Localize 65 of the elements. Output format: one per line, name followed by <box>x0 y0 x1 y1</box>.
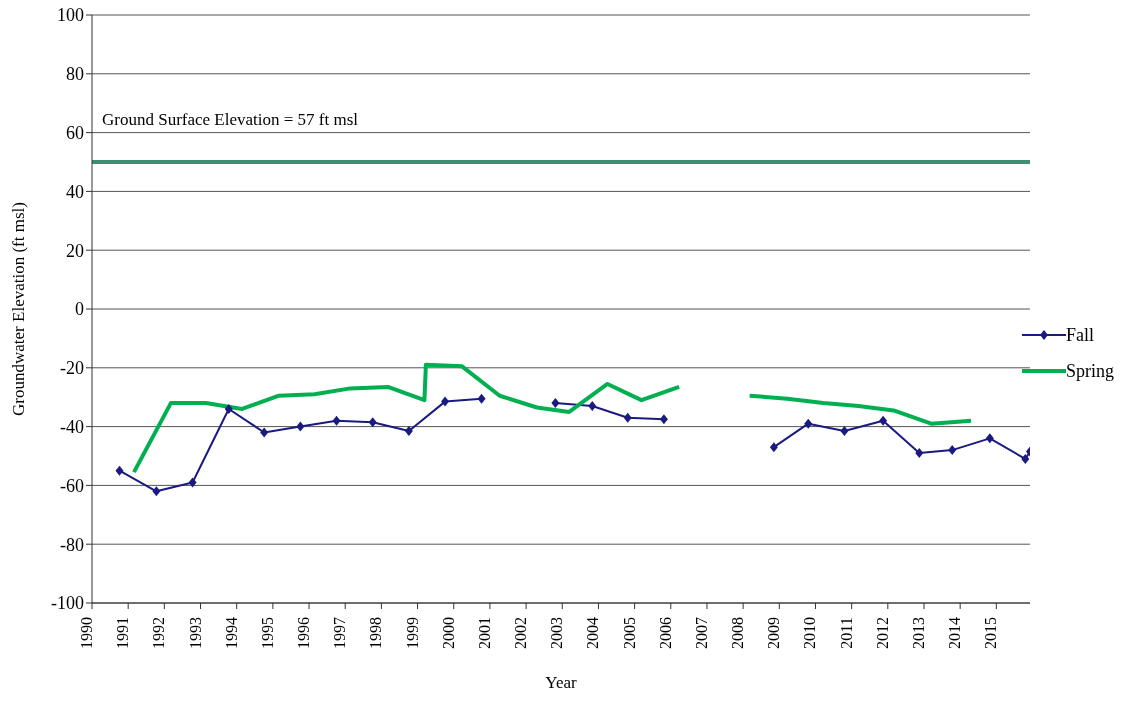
point <box>551 398 560 409</box>
point <box>623 412 632 423</box>
legend-label: Fall <box>1065 324 1094 347</box>
y-tick-label: 40 <box>66 181 84 202</box>
y-tick-label: -60 <box>60 475 84 496</box>
x-tick-label: 1990 <box>78 617 95 649</box>
y-tick-label: -20 <box>60 358 84 379</box>
x-tick-label: 1992 <box>150 617 168 649</box>
point <box>152 486 161 497</box>
point <box>1021 453 1030 464</box>
point <box>368 417 377 428</box>
point <box>260 427 269 438</box>
y-tick-label: -80 <box>60 534 84 555</box>
x-tick-label: 2015 <box>982 617 1000 649</box>
point <box>332 415 341 426</box>
x-tick-label: 2001 <box>475 617 493 649</box>
y-tick-label: -40 <box>60 416 84 437</box>
point <box>948 445 957 456</box>
x-tick-label: 2014 <box>946 617 964 649</box>
x-tick-label: 2007 <box>692 617 710 649</box>
x-tick-label: 2009 <box>765 617 783 649</box>
x-tick-label: 2011 <box>837 617 855 649</box>
y-tick-label: 100 <box>57 5 84 26</box>
point <box>985 433 994 444</box>
point <box>188 477 197 488</box>
x-tick-label: 2003 <box>548 617 566 649</box>
point <box>441 396 450 407</box>
x-tick-label: 2004 <box>584 617 602 649</box>
point <box>588 401 597 412</box>
x-tick-label: 2002 <box>512 617 530 649</box>
point <box>115 465 124 476</box>
x-tick-label: 2000 <box>439 617 457 649</box>
annotation: Ground Surface Elevation = 57 ft msl <box>102 110 359 129</box>
x-tick-label: 2013 <box>910 617 927 649</box>
point <box>840 426 849 437</box>
y-tick-label: 80 <box>66 64 84 85</box>
x-tick-label: 1998 <box>367 617 385 649</box>
point <box>659 414 668 425</box>
x-tick-label: 2006 <box>656 617 674 649</box>
x-tick-label: 2008 <box>729 617 747 649</box>
point <box>879 415 888 426</box>
point <box>769 442 778 453</box>
x-tick-label: 1995 <box>258 617 276 649</box>
y-tick-label: 0 <box>75 299 84 320</box>
x-tick-label: 1991 <box>114 617 132 649</box>
y-tick-label: -100 <box>51 593 84 614</box>
point <box>804 418 813 429</box>
point <box>296 421 305 432</box>
x-tick-label: 1996 <box>295 617 313 649</box>
legend-label: Spring <box>1065 360 1114 383</box>
point <box>404 426 413 437</box>
x-tick-label: 2012 <box>873 617 891 649</box>
point <box>224 403 233 414</box>
y-tick-label: 60 <box>66 122 84 143</box>
y-axis-title: Groundwater Elevation (ft msl) <box>9 202 29 416</box>
x-tick-label: 2005 <box>620 617 638 649</box>
x-tick-label: 1999 <box>403 617 421 649</box>
point <box>477 393 486 404</box>
x-tick-label: 1993 <box>186 617 204 649</box>
x-tick-label: 1994 <box>222 617 240 649</box>
y-tick-label: 20 <box>66 240 84 261</box>
x-tick-label: 1997 <box>331 617 349 649</box>
x-tick-label: 2010 <box>801 617 819 649</box>
point <box>915 448 924 459</box>
x-axis-title: Year <box>545 673 577 692</box>
